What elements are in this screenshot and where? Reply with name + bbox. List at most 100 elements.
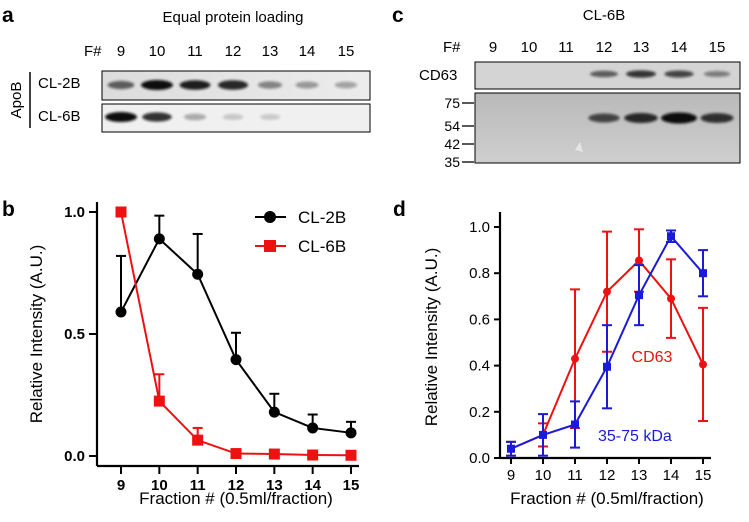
data-point: [571, 420, 579, 429]
y-tick-label-1.0: 1.0: [469, 219, 490, 236]
x-tick-label-12: 12: [228, 477, 245, 494]
panel-c-fraction-prefix: F#: [443, 39, 461, 56]
fraction-label-a-15: 15: [338, 43, 355, 60]
x-tick-label-13: 13: [631, 467, 648, 484]
series-label-cd63: CD63: [632, 349, 673, 366]
series-35-75-kda: [506, 229, 708, 457]
fraction-label-a-13: 13: [262, 43, 279, 60]
fraction-label-c-9: 9: [489, 39, 497, 56]
data-point: [153, 233, 165, 245]
fraction-label-c-13: 13: [633, 39, 650, 56]
x-tick-label-9: 9: [507, 467, 515, 484]
data-point: [115, 306, 127, 318]
panel-a-title: Equal protein loading: [163, 9, 304, 26]
panel-b-letter: b: [2, 198, 15, 221]
legend: CL-2B CL-6B: [255, 208, 346, 256]
x-tick-label-11: 11: [567, 467, 583, 484]
panel-c-bands: [588, 70, 734, 124]
band-total-f14: [661, 112, 697, 124]
band-cd63-f14: [664, 70, 694, 78]
fraction-label-c-15: 15: [709, 39, 726, 56]
panel-c-mw-markers: 75 54 42 35: [444, 95, 474, 170]
panel-a: a Equal protein loading F# 9 10 11 12 13 14 15…: [2, 4, 371, 133]
legend-label-1: CL-6B: [298, 237, 346, 256]
band-cd63-f12: [590, 70, 618, 78]
y-tick-label-0.5: 0.5: [64, 326, 85, 343]
y-tick-label-0.0: 0.0: [469, 450, 490, 467]
band-cl-6b-f12: [222, 113, 244, 121]
data-point: [230, 354, 242, 366]
data-point: [635, 291, 643, 300]
fraction-label-c-12: 12: [596, 39, 613, 56]
data-point: [699, 360, 707, 369]
fraction-label-a-9: 9: [117, 43, 125, 60]
mw-label-35: 35: [444, 154, 460, 170]
panel-c-fraction-labels: 9 10 11 12 13 14 15: [489, 39, 726, 56]
band-cl-6b-f10: [142, 112, 172, 122]
panel-a-row-label-cl6b: CL-6B: [38, 108, 81, 125]
fraction-label-c-10: 10: [521, 39, 538, 56]
panel-a-bands: [105, 80, 358, 122]
panel-a-fraction-labels: 9 10 11 12 13 14 15: [117, 43, 355, 60]
band-cl-6b-f11: [183, 113, 207, 121]
panel-a-row-label-cl2b: CL-2B: [38, 75, 81, 92]
fraction-label-a-12: 12: [225, 43, 242, 60]
data-point: [268, 448, 280, 460]
y-tick-label-1.0: 1.0: [64, 204, 85, 221]
data-point: [268, 406, 280, 418]
data-point: [192, 268, 204, 280]
x-tick-label-9: 9: [117, 477, 125, 494]
panel-d-letter: d: [393, 198, 406, 221]
band-cl-2b-f11: [179, 80, 211, 90]
panel-a-letter: a: [2, 4, 14, 27]
fraction-label-c-14: 14: [671, 39, 688, 56]
y-tick-label-0.4: 0.4: [469, 358, 490, 375]
data-point: [635, 256, 643, 265]
mw-label-54: 54: [444, 118, 460, 134]
x-tick-label-15: 15: [343, 477, 360, 494]
x-axis-label: Fraction # (0.5ml/fraction): [510, 489, 704, 508]
data-point: [307, 422, 319, 434]
data-point: [667, 294, 675, 303]
series-label-35-75-kda: 35-75 kDa: [598, 428, 672, 445]
data-point: [345, 449, 357, 461]
data-point: [153, 395, 165, 407]
x-axis-label: Fraction # (0.5ml/fraction): [139, 489, 333, 508]
chart-b: 0.0 0.5 1.0 9 10 11 12 13 14 15 Fraction # (0.5ml/…: [27, 202, 359, 508]
band-total-f12: [588, 113, 620, 123]
data-point: [115, 206, 127, 218]
data-point: [667, 232, 675, 241]
fraction-label-c-11: 11: [558, 39, 574, 56]
y-axis-label: Relative Intensity (A.U.): [27, 245, 46, 424]
blot-total-protein: [474, 92, 741, 164]
data-point: [230, 448, 242, 460]
y-tick-label-0.8: 0.8: [469, 265, 490, 282]
panel-b: b 0.0 0.5 1.0 9 10 11 12 13 14 15 Fraction # (0.5m…: [2, 198, 359, 508]
x-tick-label-13: 13: [266, 477, 283, 494]
x-tick-label-14: 14: [304, 477, 321, 494]
legend-marker-0: [264, 211, 276, 223]
mw-label-75: 75: [444, 95, 460, 111]
band-cl-2b-f9: [107, 80, 135, 90]
fraction-label-a-14: 14: [299, 43, 316, 60]
x-tick-label-10: 10: [535, 467, 552, 484]
data-point: [192, 434, 204, 446]
fraction-label-a-10: 10: [149, 43, 166, 60]
data-point: [507, 444, 515, 453]
mw-label-42: 42: [444, 136, 460, 152]
band-cd63-f15: [703, 71, 731, 77]
series-cl-2b: [115, 214, 357, 439]
panel-c-cd63-label: CD63: [419, 67, 457, 84]
band-cl-2b-f12: [217, 80, 249, 90]
data-point: [603, 362, 611, 371]
band-total-f13: [624, 113, 658, 123]
band-cl-2b-f14: [295, 81, 319, 89]
x-tick-label-14: 14: [663, 467, 680, 484]
panel-a-fraction-prefix: F#: [84, 43, 102, 60]
fraction-label-a-11: 11: [187, 43, 203, 60]
x-tick-label-12: 12: [599, 467, 616, 484]
data-point: [539, 430, 547, 439]
x-tick-label-10: 10: [151, 477, 168, 494]
panel-d: d 0.0 0.2 0.4 0.6 0.8 1.0 9 10 11 12 13 14 15 Fractio…: [393, 198, 711, 508]
y-tick-label-0.0: 0.0: [64, 448, 85, 465]
